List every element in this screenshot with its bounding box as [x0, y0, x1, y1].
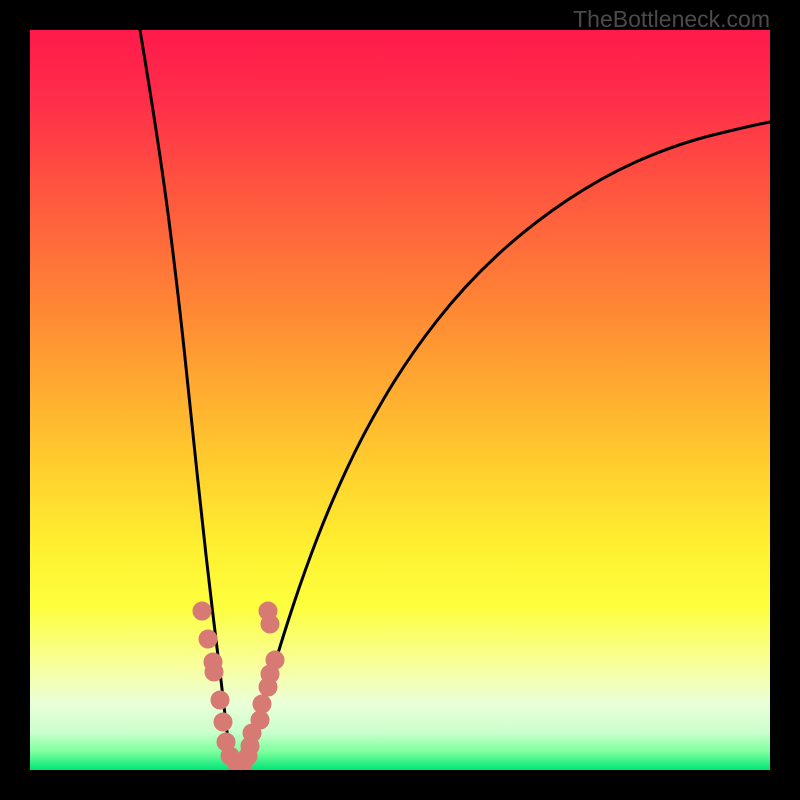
right-curve: [235, 122, 770, 768]
data-marker: [253, 695, 271, 713]
data-marker: [193, 602, 211, 620]
data-marker: [261, 615, 279, 633]
data-marker: [251, 711, 269, 729]
watermark-text: TheBottleneck.com: [573, 6, 770, 33]
plot-area: [30, 30, 770, 770]
data-marker: [205, 663, 223, 681]
data-marker: [214, 713, 232, 731]
data-marker: [266, 651, 284, 669]
curve-overlay-svg: [30, 30, 770, 770]
data-marker: [199, 630, 217, 648]
data-marker: [211, 691, 229, 709]
chart-container: TheBottleneck.com: [0, 0, 800, 800]
